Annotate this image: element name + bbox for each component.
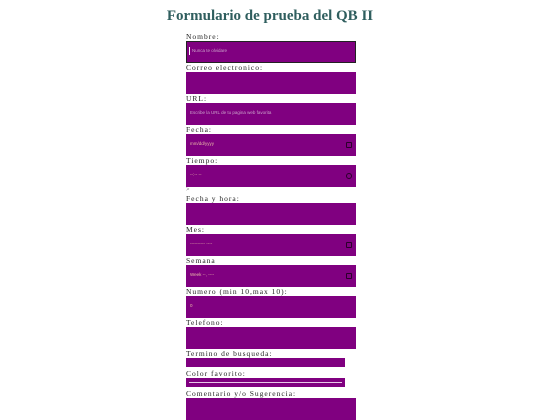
mes-input[interactable]: ---------- ---- — [186, 234, 356, 256]
tiempo-input[interactable]: --:-- -- — [186, 165, 356, 187]
calendar-icon[interactable] — [346, 242, 352, 248]
tiempo-value: --:-- -- — [190, 172, 202, 177]
nombre-label: Nombre: — [186, 32, 220, 41]
fecha-hora-field: Fecha y hora: — [186, 194, 356, 225]
fecha-hora-input[interactable] — [186, 203, 356, 225]
url-input[interactable]: Escribe la URL de tu pagina web favorita — [186, 103, 356, 125]
numero-field: Numero (min 10,max 10): 0 — [186, 287, 356, 318]
numero-label: Numero (min 10,max 10): — [186, 287, 288, 296]
clock-icon[interactable] — [346, 173, 352, 179]
semana-field: Semana Week --, ---- — [186, 256, 356, 287]
mes-value: ---------- ---- — [190, 241, 213, 246]
busqueda-field: Termino de busqueda: — [186, 349, 356, 367]
url-placeholder: Escribe la URL de tu pagina web favorita — [190, 110, 272, 115]
tiempo-label: Tiempo: — [186, 156, 219, 165]
numero-value: 0 — [190, 303, 193, 308]
test-form: Nombre: Nunca te olvidare Correo electro… — [186, 32, 356, 420]
nombre-placeholder: Nunca te olvidare — [192, 48, 228, 53]
telefono-label: Telefono: — [186, 318, 224, 327]
fecha-hora-label: Fecha y hora: — [186, 194, 240, 203]
fecha-field: Fecha: mm/dd/yyyy — [186, 125, 356, 156]
color-swatch — [189, 382, 342, 383]
busqueda-input[interactable] — [186, 358, 345, 367]
correo-field: Correo electronico: — [186, 63, 356, 94]
correo-input[interactable] — [186, 72, 356, 94]
color-field: Color favorito: — [186, 369, 356, 387]
url-label: URL: — [186, 94, 208, 103]
semana-value: Week --, ---- — [190, 272, 215, 277]
semana-label: Semana — [186, 256, 216, 265]
tiempo-field: Tiempo: --:-- -- — [186, 156, 356, 187]
page-title: Formulario de prueba del QB II — [166, 8, 374, 24]
comentario-label: Comentario y/o Sugerencia: — [186, 389, 297, 398]
mes-field: Mes: ---------- ---- — [186, 225, 356, 256]
semana-input[interactable]: Week --, ---- — [186, 265, 356, 287]
telefono-field: Telefono: — [186, 318, 356, 349]
correo-label: Correo electronico: — [186, 63, 264, 72]
url-field: URL: Escribe la URL de tu pagina web fav… — [186, 94, 356, 125]
nombre-input[interactable]: Nunca te olvidare — [186, 41, 356, 63]
telefono-input[interactable] — [186, 327, 356, 349]
mes-label: Mes: — [186, 225, 205, 234]
stray-text: > — [186, 187, 190, 193]
color-label: Color favorito: — [186, 369, 246, 378]
fecha-input[interactable]: mm/dd/yyyy — [186, 134, 356, 156]
text-caret — [189, 47, 190, 55]
busqueda-label: Termino de busqueda: — [186, 349, 273, 358]
calendar-icon[interactable] — [346, 142, 352, 148]
fecha-value: mm/dd/yyyy — [190, 141, 215, 146]
nombre-field: Nombre: Nunca te olvidare — [186, 32, 356, 63]
color-picker[interactable] — [186, 378, 345, 387]
fecha-label: Fecha: — [186, 125, 212, 134]
numero-input[interactable]: 0 — [186, 296, 356, 318]
calendar-icon[interactable] — [346, 273, 352, 279]
comentario-textarea[interactable] — [186, 398, 356, 420]
